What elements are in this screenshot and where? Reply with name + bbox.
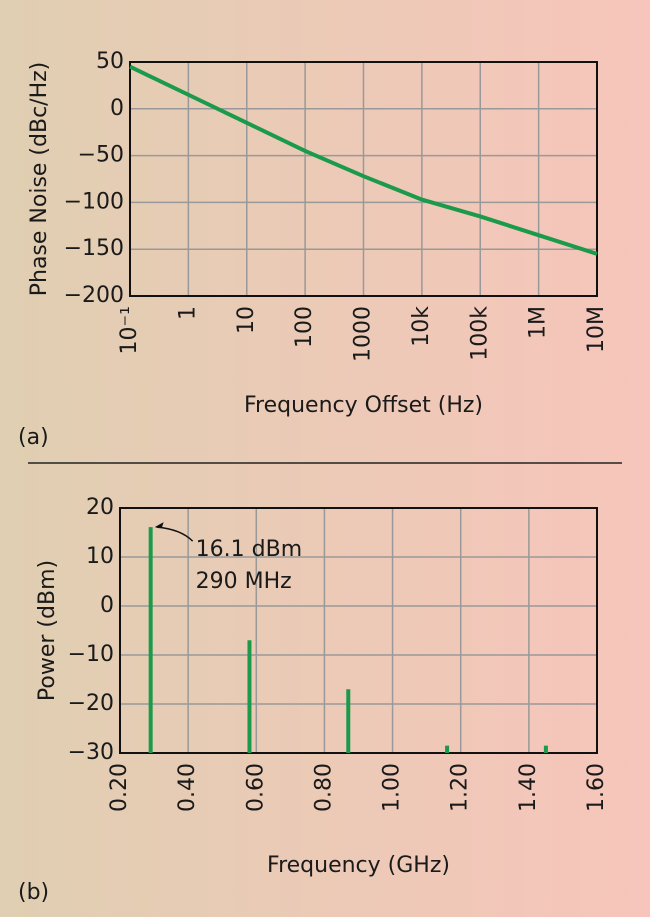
x-tick-label: 100 — [292, 306, 317, 348]
y-tick-label: −100 — [64, 189, 124, 214]
annotation-arrow — [156, 526, 194, 542]
y-tick-label: 20 — [86, 495, 114, 520]
x-tick-label: 10⁻¹ — [117, 306, 142, 354]
x-tick-label: 0.80 — [311, 763, 336, 812]
y-tick-label: 50 — [96, 49, 124, 74]
y-tick-label: 0 — [100, 593, 114, 618]
plot-frame — [129, 61, 598, 297]
y-tick-label: −200 — [64, 283, 124, 308]
x-tick-label: 1.40 — [516, 763, 541, 812]
y-tick-label: 0 — [110, 96, 124, 121]
x-axis-label: Frequency (GHz) — [267, 853, 450, 878]
x-tick-label: 100k — [467, 306, 492, 361]
x-tick-label: 1 — [175, 306, 200, 320]
x-tick-label: 1.20 — [448, 763, 473, 812]
x-tick-label: 10 — [234, 306, 259, 334]
annotation: 16.1 dBm — [196, 537, 302, 562]
panel-label: (b) — [18, 880, 49, 905]
x-tick-label: 10M — [584, 306, 609, 353]
x-tick-label: 0.20 — [107, 763, 132, 812]
plot-frame — [119, 507, 598, 754]
x-tick-label: 1000 — [351, 306, 376, 362]
annotation: 290 MHz — [196, 569, 292, 594]
x-axis-label: Frequency Offset (Hz) — [244, 393, 483, 418]
y-axis-label: Phase Noise (dBc/Hz) — [27, 62, 52, 297]
x-tick-label: 1M — [526, 306, 551, 339]
data-line — [129, 64, 598, 256]
x-tick-label: 0.60 — [243, 763, 268, 812]
panel-label: (a) — [18, 425, 49, 450]
arrow-head — [154, 522, 164, 529]
y-tick-label: −30 — [68, 740, 114, 765]
y-tick-label: 10 — [86, 544, 114, 569]
y-tick-label: −50 — [78, 143, 124, 168]
y-axis-label: Power (dBm) — [35, 560, 60, 701]
x-tick-label: 10k — [409, 306, 434, 347]
y-tick-label: −10 — [68, 642, 114, 667]
x-tick-label: 0.40 — [175, 763, 200, 812]
y-tick-label: −20 — [68, 691, 114, 716]
x-tick-label: 1.60 — [584, 763, 609, 812]
x-tick-label: 1.00 — [380, 763, 405, 812]
y-tick-label: −150 — [64, 236, 124, 261]
